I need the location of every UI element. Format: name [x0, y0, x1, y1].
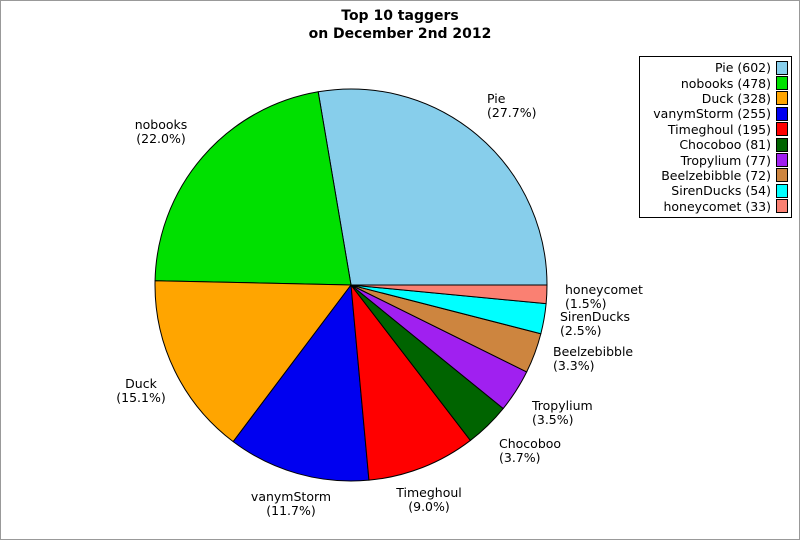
legend-label-duck: Duck (328): [701, 90, 771, 106]
legend: Pie (602) nobooks (478) Duck (328) vanymSto…: [639, 56, 792, 218]
legend-swatch-vanymstorm: [776, 106, 788, 121]
legend-swatch-beelzebibble: [776, 168, 788, 183]
legend-row-duck: Duck (328): [644, 91, 788, 106]
legend-label-nobooks: nobooks (478): [680, 75, 771, 91]
legend-row-honeycomet: honeycomet (33): [644, 199, 788, 214]
legend-swatch-sirenducks: [776, 183, 788, 198]
pie-slice-honeycomet: [350, 284, 548, 305]
slice-label-percent: (15.1%): [116, 390, 166, 405]
slice-label-name: SirenDucks: [560, 309, 631, 324]
slice-label-name: Pie: [487, 91, 506, 106]
legend-swatch-timeghoul: [776, 122, 788, 137]
slice-label-name: vanymStorm: [250, 489, 332, 504]
slice-label-beelzebibble: Beelzebibble (3.3%): [553, 345, 633, 373]
legend-row-nobooks: nobooks (478): [644, 75, 788, 91]
slice-label-name: Chocoboo: [499, 436, 562, 451]
legend-label-sirenducks: SirenDucks (54): [671, 183, 771, 199]
slice-label-name: Beelzebibble: [553, 344, 634, 359]
slice-label-pie: Pie (27.7%): [487, 92, 536, 120]
slice-label-percent: (9.0%): [408, 499, 450, 514]
slice-label-sirenducks: SirenDucks (2.5%): [560, 310, 630, 338]
legend-swatch-honeycomet: [776, 199, 788, 214]
slice-label-percent: (27.7%): [487, 105, 537, 120]
slice-label-name: Duck: [125, 376, 157, 391]
legend-label-tropylium: Tropylium (77): [680, 152, 771, 168]
slice-label-percent: (11.7%): [266, 503, 316, 518]
legend-swatch-nobooks: [776, 76, 788, 91]
slice-label-percent: (22.0%): [136, 131, 186, 146]
slice-label-duck: Duck (15.1%): [116, 377, 165, 405]
slice-label-vanymstorm: vanymStorm (11.7%): [251, 490, 331, 518]
legend-swatch-pie: [776, 60, 788, 75]
slice-label-percent: (2.5%): [560, 323, 602, 338]
legend-row-chocoboo: Chocoboo (81): [644, 137, 788, 152]
slice-label-nobooks: nobooks (22.0%): [135, 118, 188, 146]
slice-label-timeghoul: Timeghoul (9.0%): [396, 486, 462, 514]
pie-slice-timeghoul: [350, 284, 471, 481]
slice-label-name: honeycomet: [565, 282, 643, 297]
legend-label-beelzebibble: Beelzebibble (72): [661, 167, 771, 183]
pie-slice-nobooks: [154, 91, 352, 286]
chart-title: Top 10 taggers on December 2nd 2012: [1, 7, 799, 43]
legend-label-chocoboo: Chocoboo (81): [679, 137, 771, 153]
legend-row-vanymstorm: vanymStorm (255): [644, 106, 788, 121]
pie-slice-vanymstorm: [232, 284, 370, 482]
slice-label-chocoboo: Chocoboo (3.7%): [499, 437, 561, 465]
legend-label-pie: Pie (602): [714, 60, 771, 76]
legend-label-timeghoul: Timeghoul (195): [667, 121, 771, 137]
slice-label-percent: (3.7%): [499, 450, 541, 465]
legend-row-timeghoul: Timeghoul (195): [644, 122, 788, 137]
legend-label-honeycomet: honeycomet (33): [663, 198, 771, 214]
pie-slice-pie: [317, 88, 548, 286]
legend-swatch-duck: [776, 91, 788, 106]
slice-label-name: nobooks: [134, 117, 188, 132]
legend-swatch-chocoboo: [776, 137, 788, 152]
chart-title-line1: Top 10 taggers: [341, 8, 459, 24]
slice-label-percent: (3.5%): [532, 412, 574, 427]
slice-label-percent: (3.3%): [553, 358, 595, 373]
legend-row-beelzebibble: Beelzebibble (72): [644, 168, 788, 183]
slice-label-percent: (1.5%): [565, 296, 607, 311]
legend-row-tropylium: Tropylium (77): [644, 152, 788, 168]
legend-row-sirenducks: SirenDucks (54): [644, 183, 788, 198]
pie-slice-duck: [154, 280, 352, 443]
chart-title-line2: on December 2nd 2012: [308, 26, 492, 42]
slice-label-tropylium: Tropylium (3.5%): [532, 399, 593, 427]
slice-label-name: Tropylium: [532, 398, 593, 413]
slice-label-name: Timeghoul: [396, 485, 462, 500]
legend-label-vanymstorm: vanymStorm (255): [653, 106, 771, 122]
slice-label-honeycomet: honeycomet (1.5%): [565, 283, 643, 311]
legend-swatch-tropylium: [776, 153, 788, 168]
legend-row-pie: Pie (602): [644, 60, 788, 75]
